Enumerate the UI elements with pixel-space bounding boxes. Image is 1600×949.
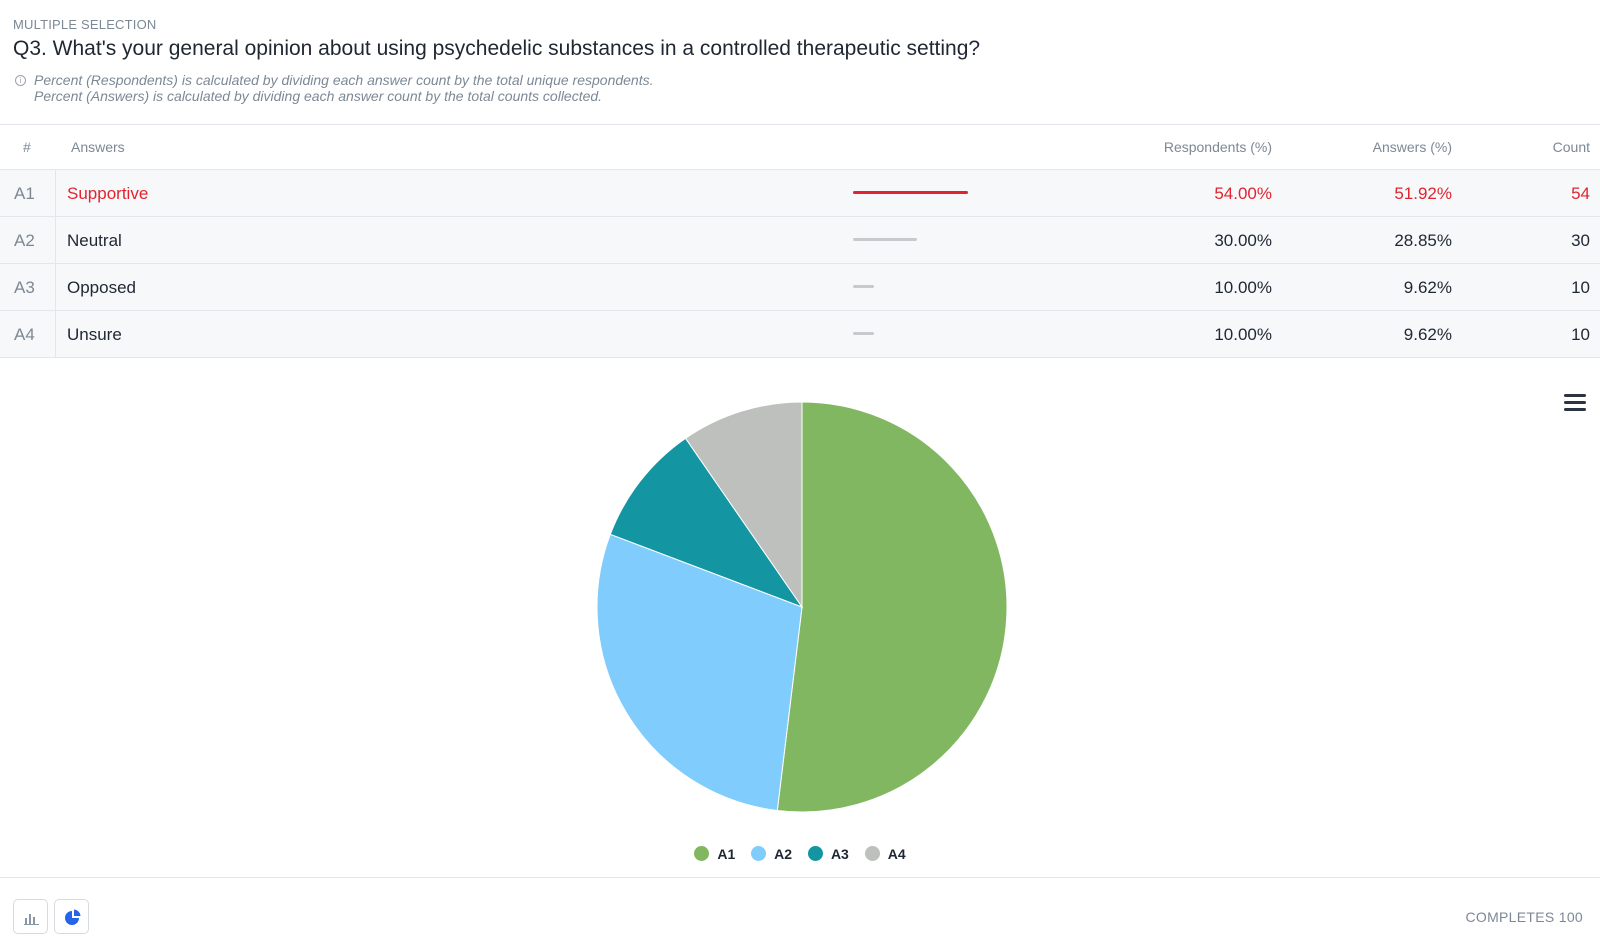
pie-slice-a3[interactable] <box>609 437 804 609</box>
info-icon: i <box>15 75 26 86</box>
legend-label: A2 <box>774 846 793 862</box>
answers-table: # Answers Respondents (%) Answers (%) Co… <box>0 124 1600 358</box>
table-row[interactable]: A4 Unsure 10.00% 9.62% 10 <box>0 311 1600 358</box>
table-row[interactable]: A3 Opposed 10.00% 9.62% 10 <box>0 264 1600 311</box>
bar-chart-icon <box>24 914 39 925</box>
row-respondents: 30.00% <box>1214 231 1272 250</box>
legend-label: A4 <box>887 846 906 862</box>
question-title: Q3. What's your general opinion about us… <box>13 37 981 60</box>
row-bar <box>853 238 917 241</box>
pie-chart <box>596 401 1008 813</box>
row-label: Supportive <box>67 184 149 203</box>
row-answers-pct: 9.62% <box>1403 325 1452 344</box>
row-label: Unsure <box>67 325 122 344</box>
question-type: MULTIPLE SELECTION <box>13 17 157 32</box>
row-count: 54 <box>1571 184 1590 203</box>
row-respondents: 54.00% <box>1214 184 1272 203</box>
note-answers: Percent (Answers) is calculated by divid… <box>34 88 603 104</box>
header-answers-pct[interactable]: Answers (%) <box>1372 139 1452 155</box>
pie-slice-a1[interactable] <box>776 401 1008 813</box>
chart-legend: A1 A2 A3 A4 <box>0 846 1600 862</box>
row-label: Neutral <box>67 231 122 250</box>
legend-dot <box>807 846 823 861</box>
footer-divider <box>0 877 1600 878</box>
row-bar <box>853 285 874 288</box>
completes-summary: COMPLETES 100 <box>1465 909 1583 925</box>
header-answers: Answers <box>71 139 125 155</box>
note-respondents: Percent (Respondents) is calculated by d… <box>34 72 654 88</box>
legend-dot <box>864 846 880 861</box>
completes-value: 100 <box>1558 909 1583 925</box>
row-bar <box>853 332 874 335</box>
legend-dot <box>694 846 710 861</box>
legend-item-a4[interactable]: A4 <box>864 846 906 862</box>
row-answers-pct: 28.85% <box>1394 231 1452 250</box>
legend-label: A3 <box>830 846 849 862</box>
header-count[interactable]: Count <box>1552 139 1590 155</box>
row-respondents: 10.00% <box>1214 278 1272 297</box>
hamburger-menu-icon[interactable] <box>1564 394 1586 412</box>
header-respondents[interactable]: Respondents (%) <box>1163 139 1272 155</box>
legend-item-a2[interactable]: A2 <box>751 846 792 862</box>
bar-chart-button[interactable] <box>13 899 48 934</box>
legend-dot <box>751 846 767 861</box>
row-count: 10 <box>1571 278 1590 297</box>
table-row[interactable]: A1 Supportive 54.00% 51.92% 54 <box>0 170 1600 217</box>
row-count: 30 <box>1571 231 1590 250</box>
legend-label: A1 <box>717 846 736 862</box>
row-answers-pct: 51.92% <box>1394 184 1452 203</box>
row-id: A3 <box>0 264 56 310</box>
table-row[interactable]: A2 Neutral 30.00% 28.85% 30 <box>0 217 1600 264</box>
row-label: Opposed <box>67 278 136 297</box>
row-id: A1 <box>0 170 56 216</box>
legend-item-a3[interactable]: A3 <box>807 846 849 862</box>
row-id: A4 <box>0 311 56 357</box>
row-bar <box>853 191 968 194</box>
pie-chart-button[interactable] <box>54 899 89 934</box>
header-id: # <box>23 139 31 155</box>
completes-label: COMPLETES <box>1465 909 1555 925</box>
row-answers-pct: 9.62% <box>1403 278 1452 297</box>
row-count: 10 <box>1571 325 1590 344</box>
table-header: # Answers Respondents (%) Answers (%) Co… <box>0 124 1600 170</box>
row-id: A2 <box>0 217 56 263</box>
pie-chart-icon <box>65 909 81 925</box>
legend-item-a1[interactable]: A1 <box>694 846 735 862</box>
pie-slice-a4[interactable] <box>684 401 803 609</box>
row-respondents: 10.00% <box>1214 325 1272 344</box>
pie-slice-a2[interactable] <box>596 533 803 812</box>
